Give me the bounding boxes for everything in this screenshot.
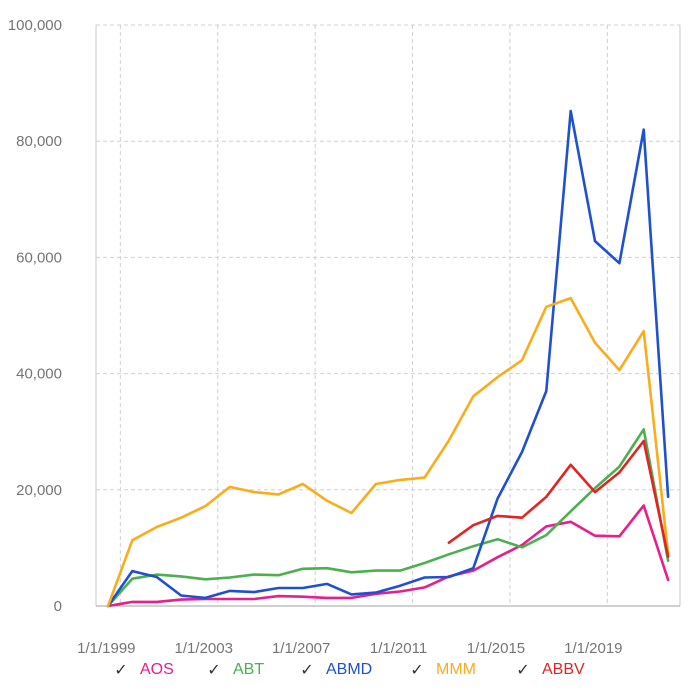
chart-legend: ✓ AOS ✓ ABT ✓ ABMD ✓ MMM ✓ ABBV	[0, 657, 700, 683]
legend-label-aos: AOS	[140, 661, 174, 678]
legend-item-abt[interactable]: ✓ ABT	[205, 657, 264, 683]
x-tick-label: 1/1/2019	[564, 640, 622, 657]
checkbox-checked-icon[interactable]: ✓	[300, 660, 314, 679]
y-axis-labels: 0 20,000 40,000 60,000 80,000 100,000	[8, 17, 62, 615]
x-tick-label: 1/1/1999	[77, 640, 135, 657]
checkbox-checked-icon[interactable]: ✓	[207, 660, 221, 679]
series-line-abbv	[447, 439, 670, 558]
x-tick-label: 1/1/2011	[370, 640, 427, 657]
x-tick-label: 1/1/2007	[272, 640, 330, 657]
chart-axes	[95, 25, 681, 607]
y-tick-label: 80,000	[16, 133, 62, 150]
legend-item-abmd[interactable]: ✓ ABMD	[298, 657, 372, 683]
x-tick-label: 1/1/2003	[175, 640, 233, 657]
series-line-abt	[106, 428, 670, 608]
x-tick-label: 1/1/2015	[467, 640, 525, 657]
legend-label-abmd: ABMD	[326, 661, 373, 678]
chart-grid	[96, 24, 680, 606]
y-tick-label: 0	[54, 598, 62, 615]
legend-label-mmm: MMM	[436, 661, 476, 678]
series-lines	[106, 109, 670, 608]
y-tick-label: 100,000	[8, 17, 62, 34]
legend-item-aos[interactable]: ✓ AOS	[112, 657, 174, 683]
series-line-mmm	[106, 296, 670, 608]
checkbox-checked-icon[interactable]: ✓	[410, 660, 424, 679]
y-tick-label: 20,000	[16, 482, 62, 499]
y-tick-label: 40,000	[16, 366, 62, 383]
checkbox-checked-icon[interactable]: ✓	[114, 660, 128, 679]
series-line-abmd	[106, 109, 670, 608]
legend-label-abt: ABT	[233, 661, 265, 678]
series-line-aos	[106, 504, 670, 608]
legend-item-mmm[interactable]: ✓ MMM	[408, 657, 476, 683]
x-axis-labels: 1/1/1999 1/1/2003 1/1/2007 1/1/2011 1/1/2015…	[77, 640, 622, 657]
checkbox-checked-icon[interactable]: ✓	[516, 660, 530, 679]
legend-label-abbv: ABBV	[542, 661, 585, 678]
y-tick-label: 60,000	[16, 249, 62, 266]
legend-item-abbv[interactable]: ✓ ABBV	[514, 657, 585, 683]
line-chart: 0 20,000 40,000 60,000 80,000 100,000 1/1/199…	[8, 17, 681, 657]
